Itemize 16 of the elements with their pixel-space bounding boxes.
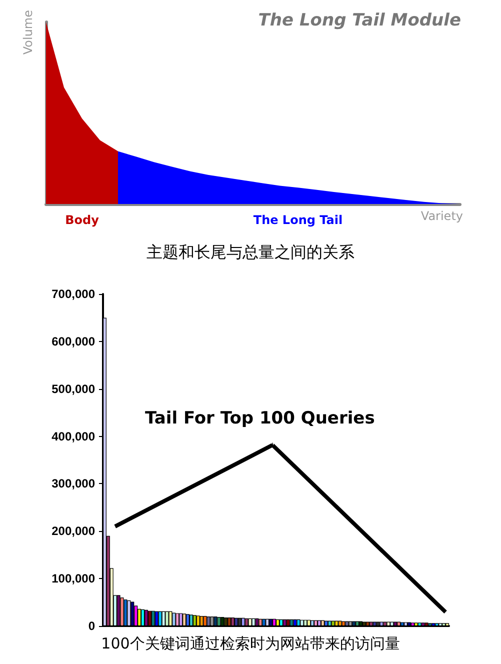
text: 100个关键词通过检索时为网站带来的访问量 (101, 634, 400, 652)
text: Tail For Top 100 Queries (145, 408, 375, 428)
y-tick-label: 400,000 (52, 429, 96, 444)
y-tick-label: 0 (88, 619, 96, 633)
y-axis-title: Volume (21, 10, 35, 55)
text: 主题和长尾与总量之间的关系 (146, 242, 354, 262)
chart-title: The Long Tail Module (258, 10, 462, 30)
x-axis-title: Variety (420, 209, 464, 223)
y-tick-label: 700,000 (52, 287, 96, 301)
y-tick-label: 100,000 (52, 572, 96, 586)
y-tick-label: 500,000 (52, 382, 96, 396)
y-tick-label: 300,000 (52, 476, 96, 491)
y-tick-label: 600,000 (52, 334, 96, 348)
y-tick-label: 200,000 (52, 524, 96, 538)
series-label: The Long Tail (253, 213, 343, 227)
series-label: Body (65, 213, 100, 227)
